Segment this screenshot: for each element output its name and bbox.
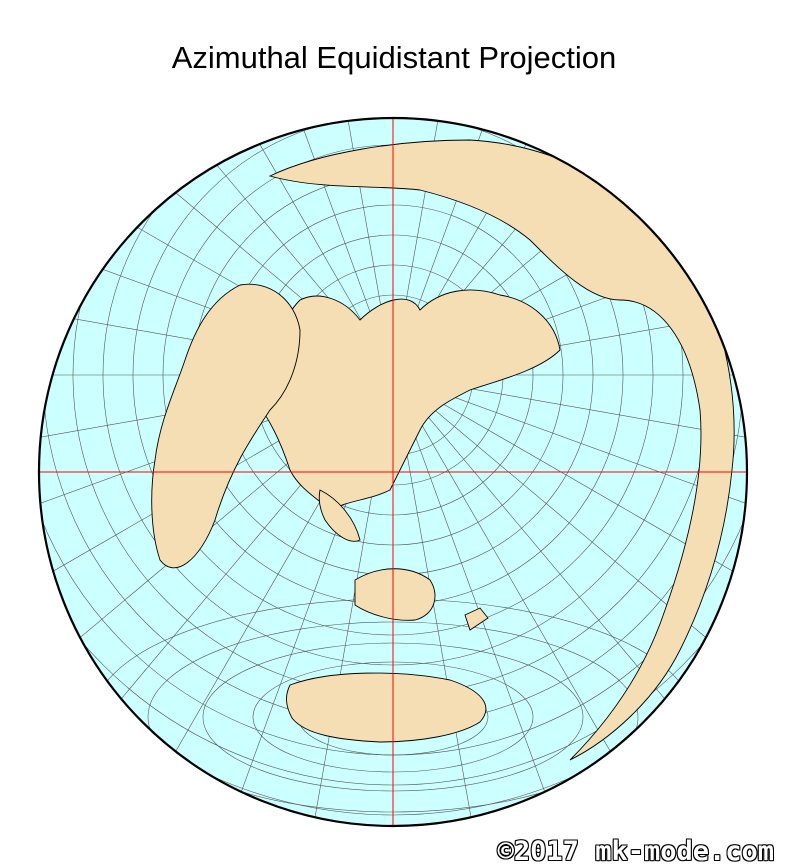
- meridian-line: [412, 378, 747, 466]
- meridian-line: [396, 394, 484, 826]
- southeast-asia: [318, 489, 361, 542]
- meridian-line: [411, 381, 747, 554]
- meridian-line: [302, 118, 390, 356]
- africa: [151, 283, 301, 569]
- map-title: Azimuthal Equidistant Projection: [171, 40, 617, 75]
- new-zealand: [464, 607, 489, 631]
- australia: [354, 568, 436, 621]
- map-border: [37, 116, 749, 828]
- land: [151, 139, 735, 761]
- meridian-line: [396, 118, 484, 356]
- meridian-line: [410, 384, 747, 636]
- antarctica: [286, 672, 487, 743]
- meridian-line: [58, 118, 381, 360]
- copyright-credit: ©2017 mk-mode.com: [497, 836, 774, 867]
